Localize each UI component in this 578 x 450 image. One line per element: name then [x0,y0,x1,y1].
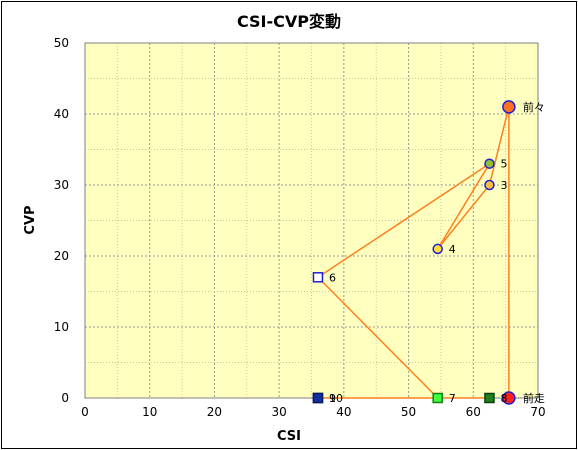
data-point-前走 [502,391,516,405]
y-axis-label: CVP [23,205,38,234]
point-label-5: 5 [500,158,507,171]
x-axis-label: CSI [277,429,301,444]
y-tick-label: 50 [54,36,69,50]
y-tick-label: 30 [54,178,69,192]
y-tick-labels: 0 10 20 30 40 50 [54,36,69,405]
data-point-3 [484,179,495,191]
data-point-前々 [502,100,516,114]
x-tick-label: 30 [272,405,287,419]
x-tick-label: 20 [207,405,222,419]
point-label-3: 3 [500,179,507,192]
point-label-10: 10 [329,392,343,405]
point-label-8: 8 [500,392,507,405]
data-point-5 [484,158,495,169]
plot-border [84,42,539,399]
point-label-4: 4 [449,243,456,256]
point-label-7: 7 [449,392,456,405]
y-tick-label: 0 [61,391,69,405]
x-tick-labels: 0 10 20 30 40 50 60 70 [81,405,545,419]
x-tick-label: 70 [530,405,545,419]
point-label-6: 6 [329,271,336,284]
y-tick-label: 40 [54,107,69,121]
x-tick-label: 60 [466,405,481,419]
data-point-7 [432,392,443,404]
chart-title: CSI-CVP変動 [237,12,341,31]
x-tick-label: 40 [336,405,351,419]
data-point-10 [312,392,324,404]
series-markers [312,100,516,405]
y-tick-label: 10 [54,320,69,334]
point-labels: 前走 前々 3 4 5 6 7 8 910 [329,100,545,405]
point-label-前走: 前走 [523,391,545,405]
x-tick-label: 50 [401,405,416,419]
point-label-前々: 前々 [523,100,545,114]
point-label-9: 9 [329,392,336,405]
data-point-6 [312,272,324,283]
x-tick-label: 0 [81,405,89,419]
data-point-4 [432,243,443,255]
data-point-8 [484,392,495,404]
y-tick-label: 20 [54,249,69,263]
x-tick-label: 10 [142,405,157,419]
axes [84,42,539,399]
